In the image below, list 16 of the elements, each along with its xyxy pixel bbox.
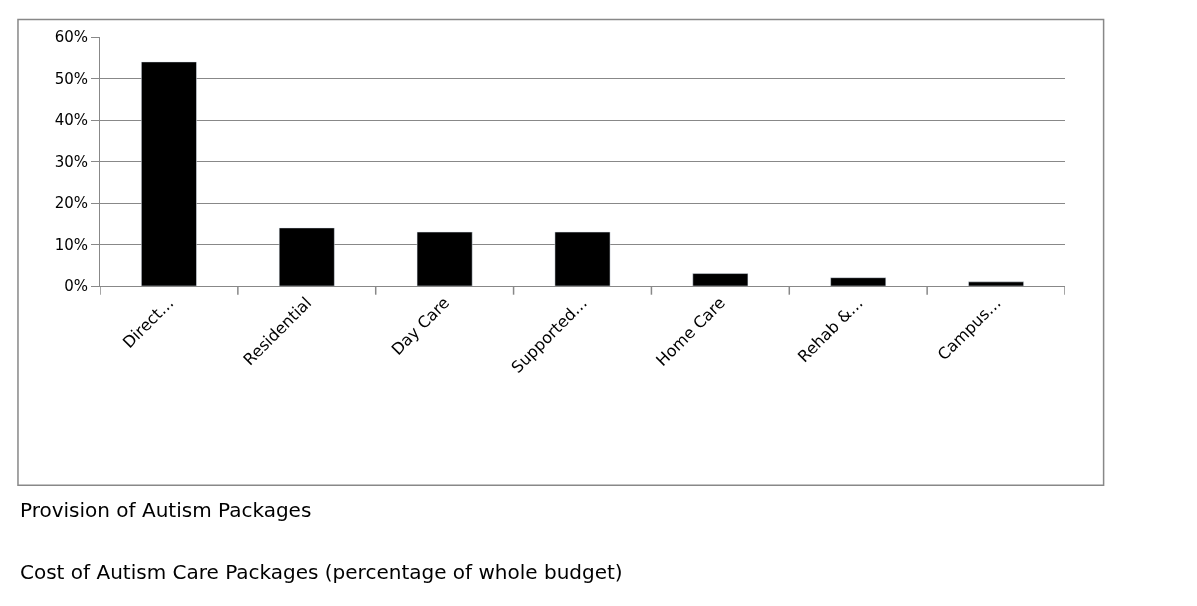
y-tick-label: 0% [64, 277, 88, 296]
bar [968, 281, 1024, 286]
bar [278, 227, 335, 286]
y-tick-label: 40% [54, 111, 88, 130]
y-tick-label: 60% [54, 28, 88, 47]
text: Cost of Autism Care Packages (percentage of whole budget) [20, 560, 623, 584]
bar [416, 231, 473, 286]
y-tick-label: 50% [54, 69, 88, 88]
bar [554, 231, 611, 286]
y-tick-label: 30% [54, 152, 88, 171]
y-tick-label: 20% [54, 194, 88, 213]
y-tick-label: 10% [54, 235, 88, 254]
bar [692, 273, 749, 286]
bar [141, 61, 197, 286]
text: Provision of Autism Packages [20, 498, 312, 522]
bar [830, 277, 887, 286]
